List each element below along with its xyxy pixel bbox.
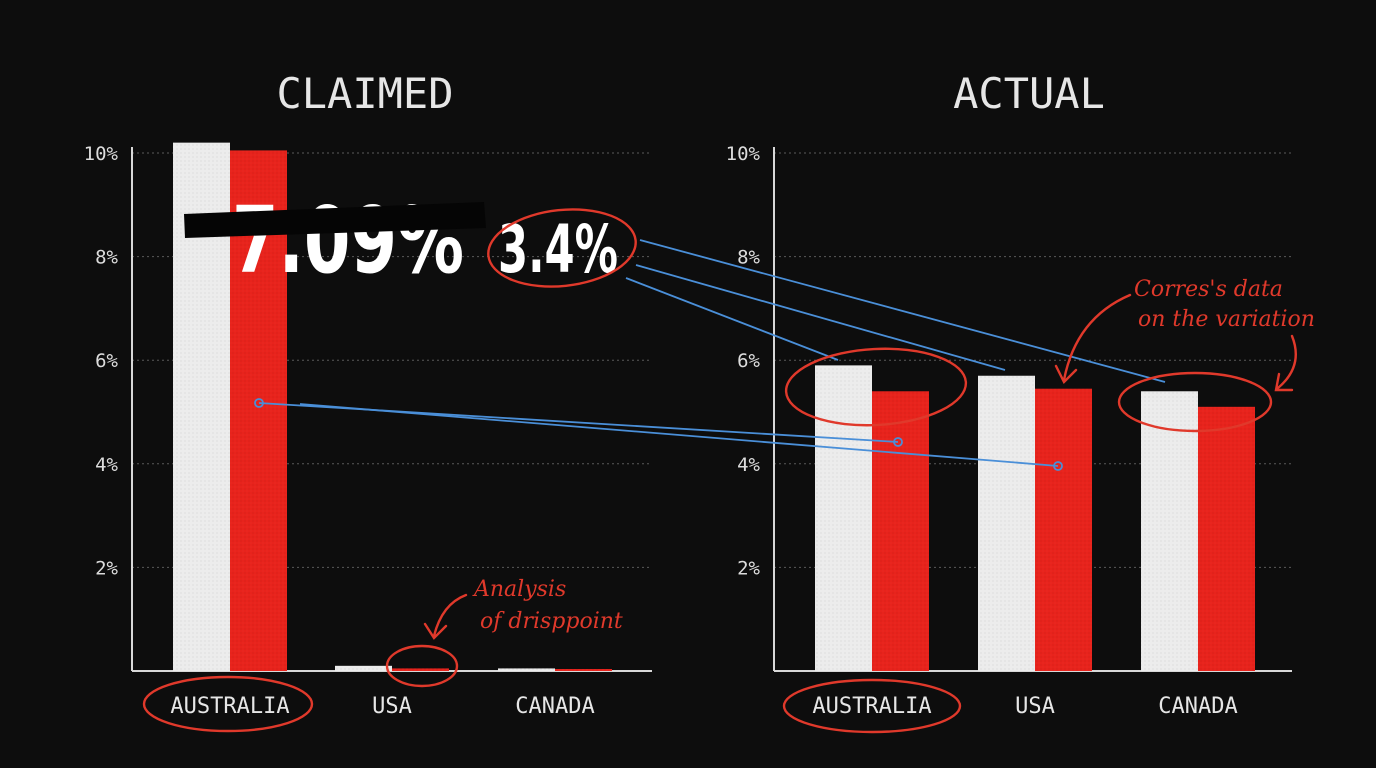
actual-y-tick-label: 4%	[737, 454, 760, 476]
connector-dot	[893, 437, 903, 447]
connector-lines	[254, 239, 1166, 471]
connector-line	[299, 403, 1059, 467]
note-right-line1: Corres's data	[1134, 277, 1283, 302]
note-right-line2: on the variation	[1138, 307, 1315, 332]
actual-bar-texture	[978, 375, 1035, 671]
claimed-bar-texture	[230, 150, 287, 671]
actual-bar-texture	[872, 391, 929, 671]
actual-bar-texture	[1198, 406, 1255, 671]
actual-category-label-australia: AUSTRALIA	[812, 694, 931, 719]
actual-chart-title: ACTUAL	[953, 69, 1105, 118]
actual-bar-texture	[1035, 388, 1092, 671]
connector-line	[625, 277, 839, 361]
claimed-chart-title: CLAIMED	[276, 69, 453, 118]
claimed-y-tick-label: 4%	[95, 454, 118, 476]
note-left-line1: Analysis	[472, 577, 566, 602]
connector-dot	[254, 398, 264, 408]
connector-line	[639, 239, 1166, 383]
claimed-bar-texture	[335, 665, 392, 671]
circle-mark-canada-actual-bars	[1117, 371, 1273, 433]
actual-chart: ACTUAL 10% 8% 6% 4% 2% AUSTRALIA USA CANADA	[726, 69, 1292, 719]
circle-mark-australia-actual-bars	[784, 347, 968, 427]
strike-through-mark	[184, 202, 486, 238]
actual-category-label-usa: USA	[1015, 694, 1055, 719]
actual-category-label-canada: CANADA	[1158, 694, 1237, 719]
claimed-category-label-australia: AUSTRALIA	[170, 694, 289, 719]
actual-plot-area: 10% 8% 6% 4% 2% AUSTRALIA USA CANADA	[726, 143, 1292, 719]
arrow-note-left	[423, 593, 468, 640]
claimed-y-tick-label: 8%	[95, 247, 118, 269]
actual-bar-texture	[815, 365, 872, 671]
hand-notes: Analysis of drisppoint Corres's data on …	[472, 277, 1315, 634]
actual-y-tick-label: 8%	[737, 247, 760, 269]
connector-line	[635, 264, 1006, 371]
actual-y-tick-label: 2%	[737, 557, 760, 579]
claimed-category-label-canada: CANADA	[515, 694, 594, 719]
claimed-category-label-usa: USA	[372, 694, 412, 719]
note-left-line2: of drisppoint	[480, 609, 623, 634]
hand-annotations	[142, 208, 1297, 734]
circled-value: 3.4%	[498, 211, 618, 288]
arrow-note-right-a	[1054, 293, 1132, 385]
value-callouts: 7.09% 3.4%	[184, 187, 618, 294]
claimed-y-tick-label: 2%	[95, 557, 118, 579]
circle-mark-circled-value	[487, 208, 637, 288]
claimed-y-tick-label: 10%	[84, 143, 119, 165]
connector-dot	[1053, 461, 1063, 471]
circle-mark-australia-actual	[782, 678, 962, 734]
actual-y-tick-label: 6%	[737, 350, 760, 372]
claimed-y-tick-label: 6%	[95, 350, 118, 372]
circle-mark-usa-claimed	[385, 644, 459, 688]
arrow-note-right-b	[1274, 334, 1297, 392]
actual-y-tick-label: 10%	[726, 143, 761, 165]
claimed-bar-texture	[392, 668, 449, 671]
circle-mark-australia-claimed	[142, 675, 314, 733]
claimed-bar-texture	[498, 668, 555, 671]
actual-bar-texture	[1141, 391, 1198, 671]
claimed-bar-texture	[555, 669, 612, 671]
struck-value: 7.09%	[232, 187, 464, 294]
